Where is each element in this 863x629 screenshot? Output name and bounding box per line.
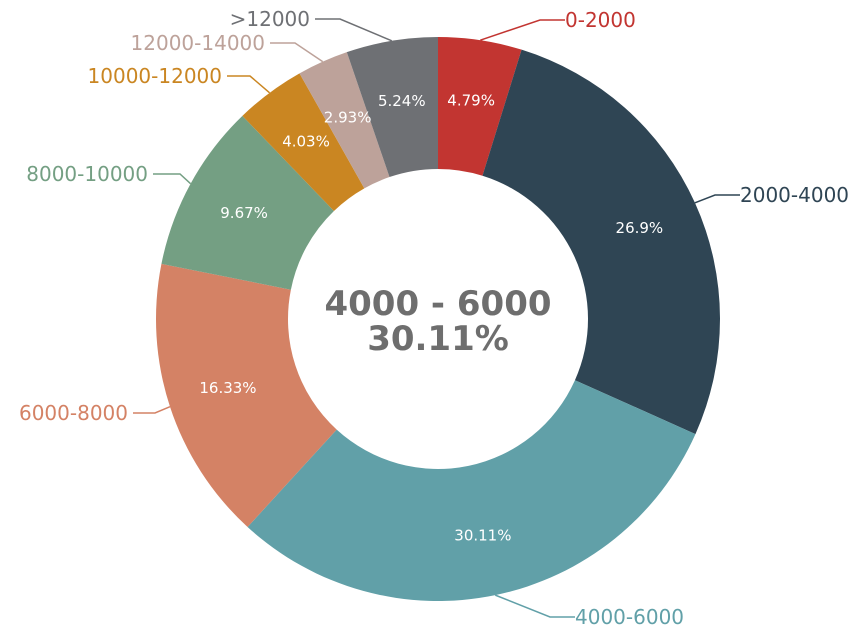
slice-value-label: 2.93% — [324, 108, 372, 126]
slice-6000-8000[interactable] — [155, 263, 337, 527]
slice-8000-10000[interactable] — [161, 115, 334, 290]
category-label: 12000-14000 — [131, 31, 265, 55]
slice-value-labels: 4.79% 26.9% 30.11% 16.33% 9.67% 4.03% 2.93% 5.2… — [199, 91, 663, 544]
slice-value-label: 30.11% — [454, 526, 511, 544]
slice-4000-6000[interactable] — [247, 380, 696, 601]
category-labels: 0-2000 2000-4000 4000-6000 6000-8000 8000-10… — [19, 7, 849, 629]
center-category-label: 4000 - 6000 — [324, 284, 551, 324]
center-value-label: 30.11% — [367, 319, 509, 359]
slice-12000-14000[interactable] — [299, 52, 390, 189]
category-label: 6000-8000 — [19, 401, 128, 425]
category-label: >12000 — [230, 7, 310, 31]
leader-line — [270, 42, 324, 63]
slice-12000[interactable] — [346, 37, 438, 178]
category-label: 2000-4000 — [740, 183, 849, 207]
slice-2000-4000[interactable] — [482, 49, 720, 435]
slice-10000-12000[interactable] — [242, 73, 365, 211]
leader-line — [494, 594, 575, 618]
slice-0-2000[interactable] — [438, 37, 522, 176]
donut-slices — [155, 37, 720, 601]
leader-line — [227, 75, 271, 94]
slice-value-label: 9.67% — [220, 204, 268, 222]
leader-line — [153, 173, 192, 185]
category-label: 0-2000 — [565, 8, 636, 32]
slice-value-label: 5.24% — [378, 92, 426, 110]
category-label: 10000-12000 — [88, 64, 222, 88]
category-label: 8000-10000 — [26, 162, 148, 186]
leader-line — [133, 406, 171, 414]
slice-value-label: 4.03% — [282, 133, 330, 151]
category-label: 4000-6000 — [575, 605, 684, 629]
leader-line — [315, 18, 393, 42]
leader-line — [694, 194, 740, 204]
slice-value-label: 4.79% — [447, 91, 495, 109]
leader-line — [480, 19, 565, 41]
slice-value-label: 16.33% — [199, 379, 256, 397]
slice-value-label: 26.9% — [616, 219, 664, 237]
